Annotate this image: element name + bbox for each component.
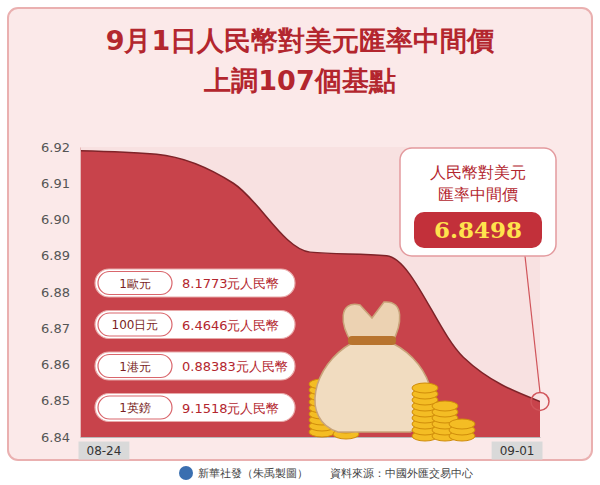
x-label-box [79, 442, 130, 460]
callout-text: 人民幣對美元 [430, 163, 526, 182]
currency-pill [98, 272, 172, 295]
callout-marker [531, 392, 549, 410]
y-tick-label: 6.92 [41, 140, 70, 155]
currency-pill [98, 355, 172, 378]
y-tick: 6.88 [41, 285, 80, 300]
callout-text: 匯率中間價 [438, 185, 518, 204]
currency-pill [98, 313, 172, 336]
y-tick: 6.91 [41, 176, 80, 191]
callout-value: 6.8498 [434, 216, 522, 243]
y-axis-line [80, 148, 81, 438]
rate-label: 0.88383元人民幣 [182, 359, 288, 374]
rate-box-bg [95, 394, 295, 422]
bag-tie [348, 336, 396, 345]
y-tick: 6.87 [41, 321, 80, 336]
rate-box: 1英鎊 9.1518元人民幣 [95, 394, 295, 422]
source: 資料來源：中國外匯交易中心 [330, 467, 473, 480]
line [80, 151, 540, 402]
y-tick: 6.86 [41, 357, 80, 372]
y-tick-label: 6.89 [41, 248, 70, 263]
rate-box: 100日元 6.4646元人民幣 [95, 311, 295, 339]
rate-box: 1歐元 8.1773元人民幣 [95, 269, 295, 297]
x-tick: 08-24 [79, 437, 130, 460]
y-tick-label: 6.87 [41, 321, 70, 336]
card [8, 8, 592, 460]
coin [449, 419, 475, 429]
title: 9月1日人民幣對美元匯率中間價 [106, 25, 496, 56]
rate-box-bg [95, 269, 295, 297]
rate-box-bg [95, 311, 295, 339]
rate-label: 6.4646元人民幣 [182, 318, 280, 333]
y-tick: 6.85 [41, 393, 80, 408]
callout-box [400, 148, 556, 256]
rate-boxes: 1歐元 8.1773元人民幣 100日元 6.4646元人民幣 1港元 0.88383元人… [95, 269, 295, 422]
currency-label: 1港元 [119, 360, 151, 374]
y-tick: 6.90 [41, 212, 80, 227]
y-tick-label: 6.88 [41, 285, 70, 300]
currency-label: 1英鎊 [119, 401, 151, 415]
callout-value-bg [414, 212, 542, 248]
x-tick-label: 08-24 [87, 444, 122, 458]
credit: 新華社發（朱禹製圖） [198, 467, 308, 480]
y-axis: 6.84 6.85 6.86 6.87 6.88 6.89 6.90 6.91 6.92 [41, 140, 80, 445]
y-tick-label: 6.90 [41, 212, 70, 227]
coin [432, 401, 458, 411]
plot-background [80, 147, 540, 437]
y-tick: 6.84 [41, 430, 80, 445]
x-tick: 09-01 [492, 437, 543, 460]
y-tick: 6.89 [41, 248, 80, 263]
chart: 9月1日人民幣對美元匯率中間價上調107個基點6.846.856.866.876… [0, 0, 600, 485]
x-axis: 08-24 09-01 [79, 437, 543, 460]
y-tick-label: 6.84 [41, 430, 70, 445]
rate-box: 1港元 0.88383元人民幣 [95, 352, 295, 380]
y-tick-label: 6.86 [41, 357, 70, 372]
x-label-box [492, 442, 543, 460]
money-bag-illustration [309, 302, 475, 441]
y-tick: 6.92 [41, 140, 80, 155]
coin [412, 383, 438, 393]
rate-box-bg [95, 352, 295, 380]
x-tick-label: 09-01 [500, 444, 535, 458]
currency-label: 1歐元 [119, 277, 151, 291]
currency-label: 100日元 [112, 318, 159, 332]
currency-pill [98, 396, 172, 419]
subtitle: 上調107個基點 [203, 65, 395, 96]
agency-logo [179, 466, 193, 480]
rate-label: 9.1518元人民幣 [182, 401, 280, 416]
y-tick-label: 6.85 [41, 393, 70, 408]
callout-leader [525, 256, 540, 392]
callout: 人民幣對美元匯率中間價 6.8498 [400, 148, 556, 410]
marks [80, 151, 540, 437]
y-tick-label: 6.91 [41, 176, 70, 191]
area [80, 151, 540, 437]
rate-label: 8.1773元人民幣 [182, 276, 280, 291]
